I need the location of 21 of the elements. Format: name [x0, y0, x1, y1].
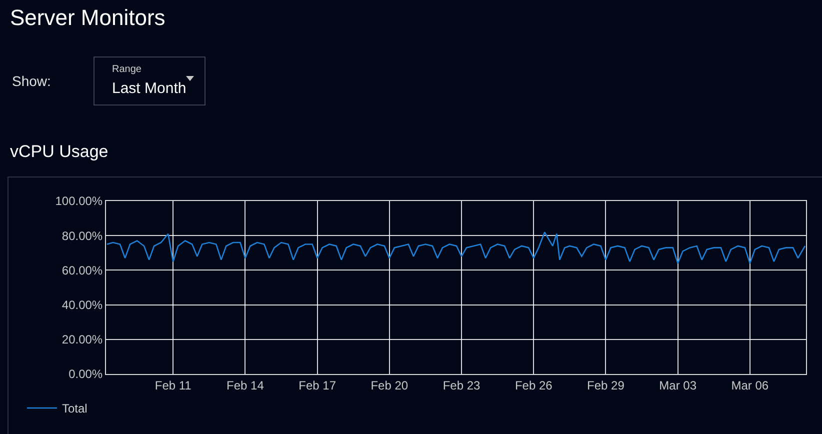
y-tick-label: 100.00% — [55, 194, 103, 208]
y-tick-label: 40.00% — [62, 298, 103, 312]
x-tick-label: Mar 03 — [659, 378, 697, 392]
x-tick-label: Mar 06 — [731, 378, 769, 392]
x-tick-label: Feb 23 — [442, 378, 481, 392]
text: Show: — [12, 73, 51, 89]
x-tick-label: Feb 26 — [514, 378, 553, 392]
x-tick-label: Feb 11 — [154, 378, 192, 392]
y-tick-label: 20.00% — [62, 332, 103, 347]
text: Range — [112, 64, 142, 75]
x-tick-label: Feb 29 — [587, 378, 625, 392]
chart-subtitle: vCPU Usage — [10, 142, 108, 161]
x-tick-label: Feb 17 — [298, 378, 336, 392]
y-tick-label: 0.00% — [68, 367, 103, 382]
x-tick-label: Feb 14 — [226, 378, 264, 392]
x-tick-label: Feb 20 — [370, 378, 408, 392]
chart-title: Server Monitors — [10, 5, 166, 30]
y-tick-label: 60.00% — [62, 263, 103, 278]
legend-label: Total — [62, 402, 88, 416]
text: Last Month — [112, 80, 186, 97]
y-tick-label: 80.00% — [62, 228, 103, 243]
